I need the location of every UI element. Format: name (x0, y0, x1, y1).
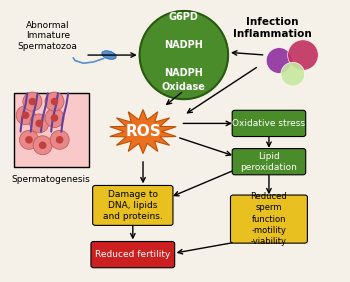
Polygon shape (110, 110, 176, 154)
Text: Reduced
sperm
function
-motility
-viability: Reduced sperm function -motility -viabil… (251, 192, 287, 246)
Text: Spermatogenesis: Spermatogenesis (12, 175, 91, 184)
Text: Lipid
peroxidation: Lipid peroxidation (240, 152, 298, 172)
Ellipse shape (30, 114, 49, 133)
Ellipse shape (45, 92, 64, 111)
Ellipse shape (50, 130, 69, 149)
Ellipse shape (20, 130, 38, 149)
FancyBboxPatch shape (232, 110, 306, 136)
Ellipse shape (281, 62, 305, 86)
Ellipse shape (56, 136, 63, 144)
Text: Oxidative stress: Oxidative stress (232, 119, 306, 128)
Ellipse shape (35, 120, 43, 127)
Ellipse shape (22, 111, 29, 119)
Ellipse shape (102, 51, 116, 60)
Text: G6PD

NADPH

NADPH
Oxidase: G6PD NADPH NADPH Oxidase (162, 12, 206, 92)
FancyBboxPatch shape (14, 93, 89, 167)
Text: Abnormal
Immature
Spermatozoa: Abnormal Immature Spermatozoa (18, 21, 78, 51)
Ellipse shape (288, 40, 318, 70)
Ellipse shape (51, 98, 58, 105)
Ellipse shape (51, 114, 58, 122)
FancyBboxPatch shape (93, 186, 173, 225)
Text: ROS: ROS (125, 124, 161, 139)
FancyBboxPatch shape (231, 195, 307, 243)
Ellipse shape (25, 136, 33, 144)
Ellipse shape (23, 92, 42, 111)
Text: Damage to
DNA, lipids
and proteins.: Damage to DNA, lipids and proteins. (103, 190, 163, 221)
Ellipse shape (39, 142, 47, 149)
Ellipse shape (16, 106, 35, 125)
Ellipse shape (140, 11, 228, 99)
Text: Infection
Inflammation: Infection Inflammation (233, 17, 312, 39)
FancyBboxPatch shape (91, 241, 175, 268)
FancyBboxPatch shape (232, 149, 306, 175)
Ellipse shape (33, 136, 52, 155)
Text: Reduced fertility: Reduced fertility (95, 250, 170, 259)
Ellipse shape (29, 98, 36, 105)
Ellipse shape (266, 48, 292, 73)
Ellipse shape (45, 109, 64, 127)
